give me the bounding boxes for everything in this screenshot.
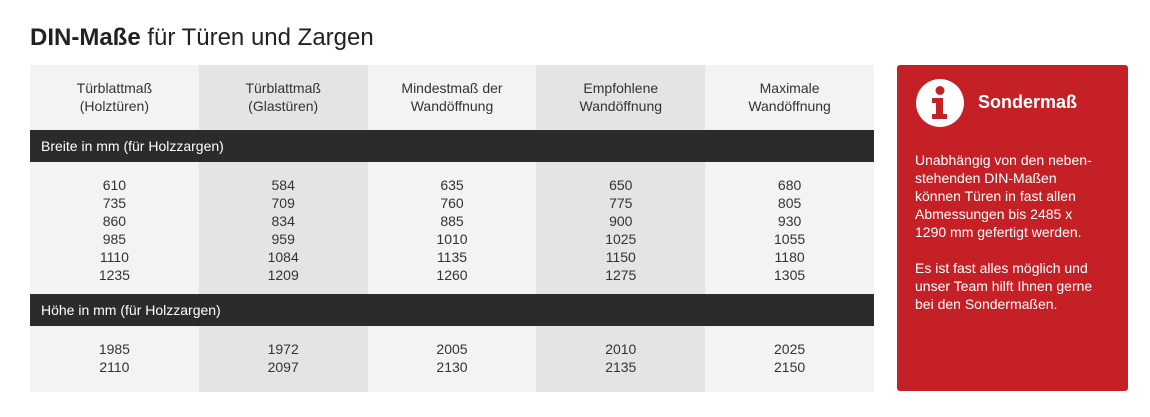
hoehe-values-maximal: 2025 2150 [705, 326, 874, 392]
sondermass-paragraph-1: Unabhängig von den neben-stehenden DIN-M… [915, 152, 1092, 240]
breite-values-mindestmass: 635 760 885 1010 1135 1260 [367, 162, 537, 294]
hoehe-values-mindestmass: 2005 2130 [367, 326, 537, 392]
page-title-bold: DIN-Maße [30, 24, 141, 51]
column-header-mindestmass: Mindestmaß der Wandöffnung [367, 65, 537, 130]
hoehe-values-holztueren: 1985 2110 [30, 326, 199, 392]
hoehe-values-empfohlen: 2010 2135 [536, 326, 706, 392]
column-header-glastueren: Türblattmaß (Glastüren) [198, 65, 368, 130]
breite-values-holztueren: 610 735 860 985 1110 1235 [30, 162, 199, 294]
breite-values-empfohlen: 650 775 900 1025 1150 1275 [536, 162, 706, 294]
page-title: DIN-Maße für Türen und Zargen [30, 24, 374, 52]
column-header-holztueren: Türblattmaß (Holztüren) [30, 65, 199, 130]
sondermass-text: Unabhängig von den neben-stehenden DIN-M… [915, 151, 1115, 331]
sondermass-box: Sondermaß Unabhängig von den neben-stehe… [897, 65, 1128, 391]
column-header-empfohlen: Empfohlene Wandöffnung [536, 65, 706, 130]
breite-values-glastueren: 584 709 834 959 1084 1209 [198, 162, 368, 294]
table-header-row: Türblattmaß (Holztüren) Türblattmaß (Glast… [30, 65, 874, 130]
sondermass-paragraph-2: Es ist fast alles möglich und unser Team … [915, 260, 1093, 312]
hoehe-values-glastueren: 1972 2097 [198, 326, 368, 392]
din-table: Türblattmaß (Holztüren) Türblattmaß (Glast… [30, 65, 874, 392]
breite-values-maximal: 680 805 930 1055 1180 1305 [705, 162, 874, 294]
table-row-breite: 610 735 860 985 1110 1235 584 709 834 959 1084 120… [30, 162, 874, 294]
section-bar-hoehe: Höhe in mm (für Holzzargen) [30, 294, 874, 326]
section-bar-breite: Breite in mm (für Holzzargen) [30, 130, 874, 162]
column-header-maximal: Maximale Wandöffnung [705, 65, 874, 130]
info-icon [916, 79, 964, 127]
sondermass-title: Sondermaß [978, 92, 1078, 112]
table-row-hoehe: 1985 2110 1972 2097 2005 2130 2010 2135 2025… [30, 326, 874, 392]
page-title-rest: für Türen und Zargen [140, 24, 374, 51]
